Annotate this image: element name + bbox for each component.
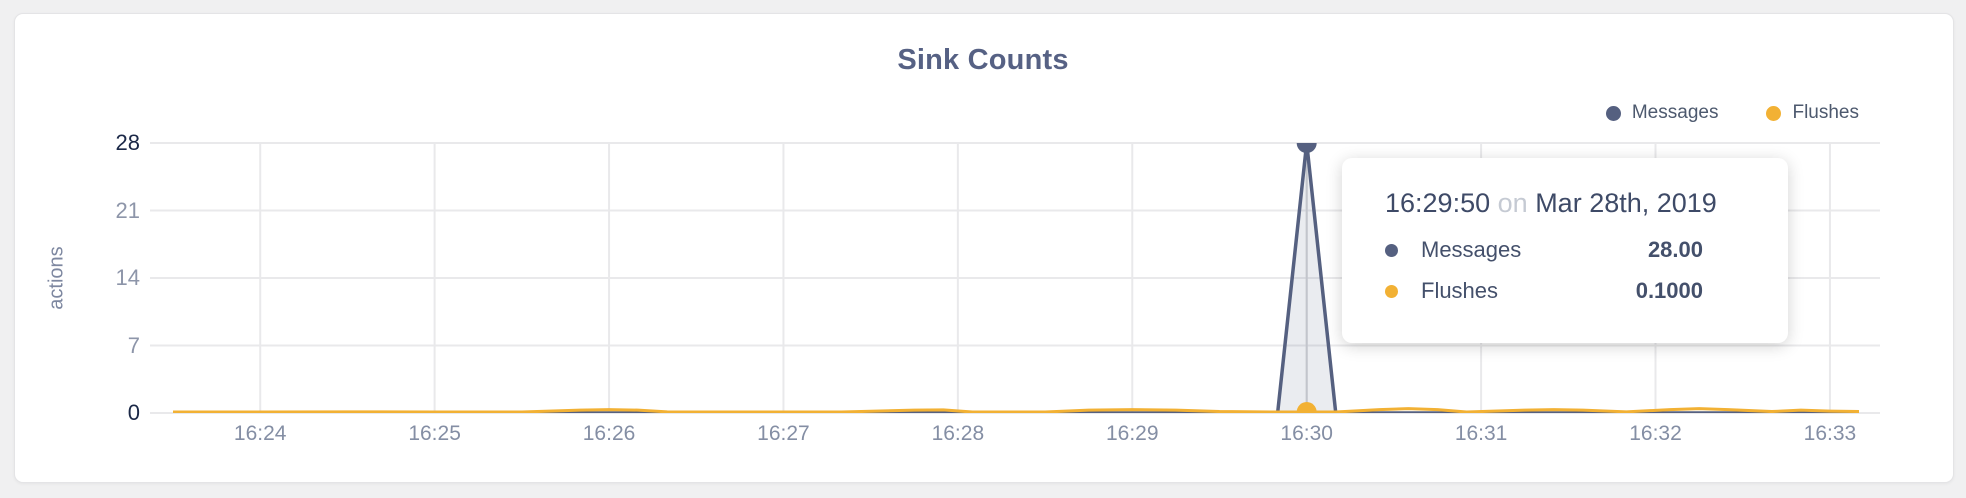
legend-item-messages[interactable]: Messages	[1605, 102, 1719, 124]
x-tick-label: 16:28	[931, 422, 985, 445]
tooltip-date: Mar 28th, 2019	[1535, 188, 1717, 218]
messages-series-dot	[1385, 243, 1398, 257]
x-tick-label: 16:26	[582, 422, 636, 445]
x-tick-label: 16:33	[1803, 422, 1857, 445]
flushes-series-dot	[1766, 105, 1782, 121]
flushes-series-dot	[1385, 284, 1398, 298]
messages-series-dot	[1605, 105, 1621, 121]
legend-label-messages: Messages	[1631, 102, 1719, 123]
x-tick-label: 16:32	[1629, 422, 1682, 445]
x-tick-label: 16:27	[757, 422, 810, 445]
tooltip-time: 16:29:50	[1385, 188, 1491, 218]
y-tick-label: 0	[127, 400, 140, 425]
tooltip-series-name: Flushes	[1421, 278, 1499, 303]
chart-legend: Messages Flushes	[1605, 99, 1859, 127]
y-tick-label: 21	[115, 197, 140, 223]
x-tick-label: 16:30	[1280, 422, 1333, 445]
y-tick-label: 7	[127, 332, 140, 358]
x-tick-label: 16:29	[1105, 422, 1159, 445]
x-tick-label: 16:25	[408, 422, 461, 445]
legend-label-flushes: Flushes	[1792, 102, 1859, 123]
tooltip-row-messages: Messages 28.00	[1385, 233, 1703, 267]
x-tick-label: 16:31	[1454, 422, 1508, 445]
tooltip-series-name: Messages	[1421, 237, 1522, 262]
tooltip-conjunction: on	[1497, 188, 1528, 218]
y-tick-label: 14	[115, 265, 140, 290]
chart-title: Sink Counts	[897, 44, 1069, 76]
tooltip-series-value: 28.00	[1647, 237, 1703, 262]
legend-item-flushes[interactable]: Flushes	[1766, 102, 1859, 124]
y-tick-label: 28	[115, 130, 140, 155]
x-tick-label: 16:24	[233, 422, 287, 445]
hover-tooltip: 16:29:50 on Mar 28th, 2019 Messages 28.0…	[1342, 158, 1788, 343]
tooltip-row-flushes: Flushes 0.1000	[1385, 274, 1703, 308]
tooltip-series-value: 0.1000	[1635, 278, 1703, 303]
tooltip-header: 16:29:50 on Mar 28th, 2019	[1385, 188, 1745, 219]
